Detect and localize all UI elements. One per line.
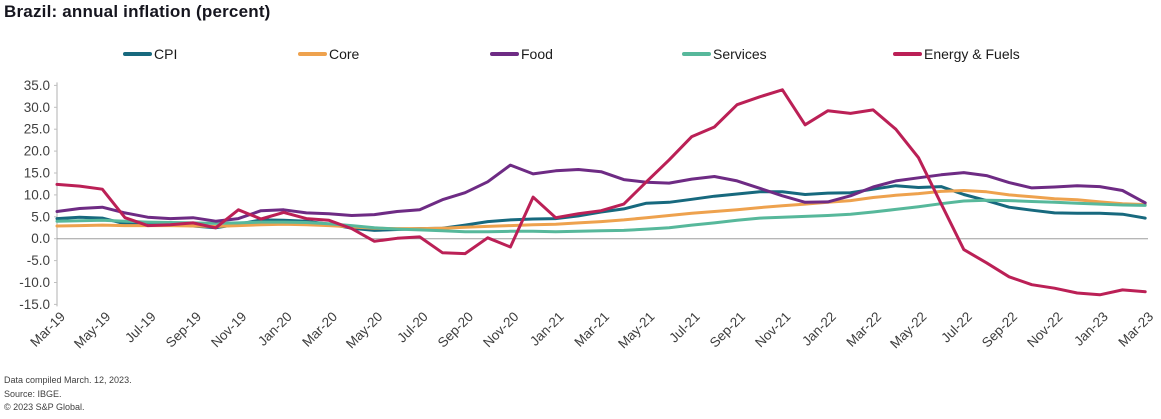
x-axis-label: Nov-22 bbox=[1024, 309, 1065, 350]
series-line-energy-fuels bbox=[55, 88, 1147, 297]
x-axis-label: Sep-20 bbox=[435, 309, 476, 350]
x-axis-label: Jul-20 bbox=[394, 309, 431, 346]
chart-title: Brazil: annual inflation (percent) bbox=[4, 2, 271, 21]
footnote-source: Source: IBGE. bbox=[4, 388, 62, 399]
x-axis-label: Jan-23 bbox=[1071, 309, 1111, 349]
y-axis-label: -5.0 bbox=[27, 253, 50, 268]
legend-item-energy-fuels: Energy & Fuels bbox=[893, 44, 1020, 64]
chart-legend: CPI Core Food Services Energy & Fuels bbox=[0, 44, 1161, 64]
y-axis-label: 35.0 bbox=[24, 78, 50, 93]
series-line-services bbox=[55, 198, 1147, 234]
x-axis-label: Nov-20 bbox=[480, 309, 521, 350]
x-axis-label: Mar-22 bbox=[843, 309, 884, 350]
legend-swatch-energy-fuels bbox=[893, 52, 922, 56]
footnote-copyright: © 2023 S&P Global. bbox=[4, 402, 85, 412]
legend-label-energy-fuels: Energy & Fuels bbox=[924, 46, 1020, 62]
y-axis-label: -15.0 bbox=[19, 297, 50, 312]
x-axis-label: Jul-21 bbox=[666, 309, 703, 346]
y-axis-label: 10.0 bbox=[24, 187, 50, 202]
y-axis-label: 0.0 bbox=[31, 231, 50, 246]
legend-item-services: Services bbox=[682, 44, 767, 64]
x-axis-label: May-22 bbox=[887, 309, 929, 351]
footnote-data-compiled: Data compiled March. 12, 2023. bbox=[4, 375, 132, 385]
series-line-food bbox=[55, 163, 1147, 223]
y-axis-label: 15.0 bbox=[24, 166, 50, 181]
chart-footnotes: Data compiled March. 12, 2023. Source: I… bbox=[4, 374, 132, 415]
y-axis-label: 25.0 bbox=[24, 122, 50, 137]
legend-item-cpi: CPI bbox=[123, 44, 177, 64]
legend-swatch-food bbox=[490, 52, 519, 56]
x-axis-label: Nov-19 bbox=[208, 309, 249, 350]
x-axis-label: Mar-20 bbox=[299, 309, 340, 350]
x-axis-label: May-19 bbox=[71, 309, 113, 351]
chart-canvas: 35.0 30.0 25.0 20.0 15.0 10.0 5.0 0.0 -5.0 -10.0 -… bbox=[19, 78, 1156, 351]
series-line-core bbox=[55, 189, 1147, 231]
y-axis-label: 20.0 bbox=[24, 144, 50, 159]
x-axis-label: Nov-21 bbox=[752, 309, 793, 350]
x-axis-label: Jul-19 bbox=[122, 309, 159, 346]
legend-swatch-services bbox=[682, 52, 711, 56]
x-axis-label: May-21 bbox=[615, 309, 657, 351]
x-axis-label: Jan-20 bbox=[255, 309, 295, 349]
x-axis-label: Sep-19 bbox=[163, 309, 204, 350]
x-axis-label: Jan-22 bbox=[799, 309, 839, 349]
x-axis-label: May-20 bbox=[343, 309, 385, 351]
legend-label-core: Core bbox=[329, 46, 360, 62]
y-axis-label: -10.0 bbox=[19, 275, 50, 290]
x-axis-label: Mar-19 bbox=[27, 309, 68, 350]
legend-label-food: Food bbox=[521, 46, 553, 62]
x-axis-label: Jan-21 bbox=[527, 309, 567, 349]
x-axis-label: Jul-22 bbox=[938, 309, 975, 346]
x-axis-label: Mar-21 bbox=[571, 309, 612, 350]
x-axis-label: Sep-22 bbox=[979, 309, 1020, 350]
y-axis-label: 30.0 bbox=[24, 100, 50, 115]
legend-item-food: Food bbox=[490, 44, 553, 64]
y-axis-label: 5.0 bbox=[31, 209, 50, 224]
legend-label-cpi: CPI bbox=[154, 46, 178, 62]
x-axis-label: Mar-23 bbox=[1115, 309, 1156, 350]
legend-swatch-cpi bbox=[123, 52, 152, 56]
legend-item-core: Core bbox=[298, 44, 359, 64]
legend-swatch-core bbox=[298, 52, 327, 56]
legend-label-services: Services bbox=[713, 46, 767, 62]
x-axis-label: Sep-21 bbox=[707, 309, 748, 350]
